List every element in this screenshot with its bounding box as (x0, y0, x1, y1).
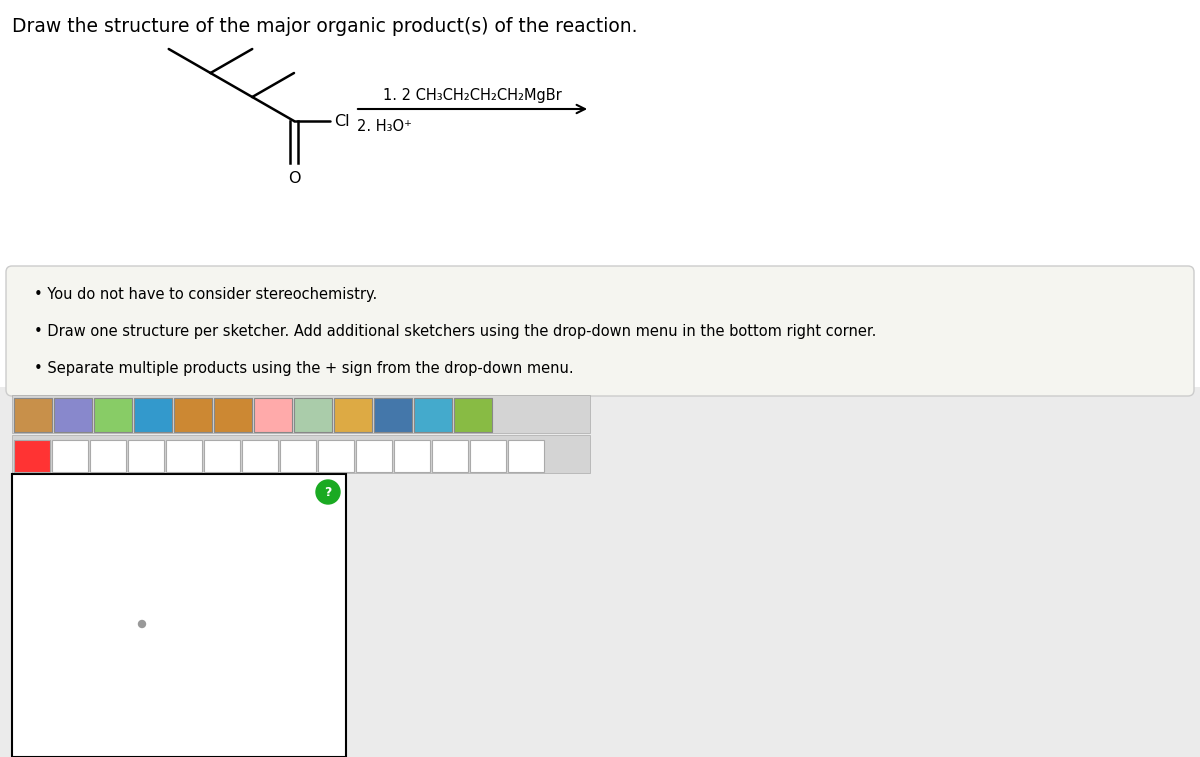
FancyBboxPatch shape (294, 398, 332, 432)
FancyBboxPatch shape (374, 398, 412, 432)
FancyBboxPatch shape (242, 440, 278, 472)
FancyBboxPatch shape (204, 440, 240, 472)
FancyBboxPatch shape (90, 440, 126, 472)
Bar (12, 395, 590, 433)
Bar (12, 435, 590, 473)
FancyBboxPatch shape (166, 440, 202, 472)
FancyBboxPatch shape (454, 398, 492, 432)
FancyBboxPatch shape (318, 440, 354, 472)
Text: • Separate multiple products using the + sign from the drop-down menu.: • Separate multiple products using the +… (34, 361, 574, 376)
Text: Draw the structure of the major organic product(s) of the reaction.: Draw the structure of the major organic … (12, 17, 637, 36)
FancyBboxPatch shape (52, 440, 88, 472)
FancyBboxPatch shape (54, 398, 92, 432)
Bar (0, 387, 1200, 757)
FancyBboxPatch shape (414, 398, 452, 432)
Circle shape (316, 480, 340, 504)
FancyBboxPatch shape (356, 440, 392, 472)
FancyBboxPatch shape (334, 398, 372, 432)
FancyBboxPatch shape (508, 440, 544, 472)
FancyBboxPatch shape (280, 440, 316, 472)
Circle shape (138, 621, 145, 628)
FancyBboxPatch shape (174, 398, 212, 432)
Text: 2. H₃O⁺: 2. H₃O⁺ (358, 119, 412, 134)
FancyBboxPatch shape (128, 440, 164, 472)
FancyBboxPatch shape (254, 398, 292, 432)
Bar (12, 474, 346, 757)
FancyBboxPatch shape (6, 266, 1194, 396)
Text: O: O (288, 171, 300, 186)
FancyBboxPatch shape (94, 398, 132, 432)
FancyBboxPatch shape (394, 440, 430, 472)
FancyBboxPatch shape (134, 398, 172, 432)
Text: Cl: Cl (334, 114, 349, 129)
FancyBboxPatch shape (432, 440, 468, 472)
FancyBboxPatch shape (470, 440, 506, 472)
Text: ?: ? (324, 485, 331, 499)
Bar (0, 0, 1200, 387)
FancyBboxPatch shape (214, 398, 252, 432)
FancyBboxPatch shape (14, 440, 50, 472)
FancyBboxPatch shape (14, 398, 52, 432)
Text: • Draw one structure per sketcher. Add additional sketchers using the drop-down : • Draw one structure per sketcher. Add a… (34, 324, 876, 339)
Text: 1. 2 CH₃CH₂CH₂CH₂MgBr: 1. 2 CH₃CH₂CH₂CH₂MgBr (383, 88, 562, 103)
Text: • You do not have to consider stereochemistry.: • You do not have to consider stereochem… (34, 287, 377, 302)
